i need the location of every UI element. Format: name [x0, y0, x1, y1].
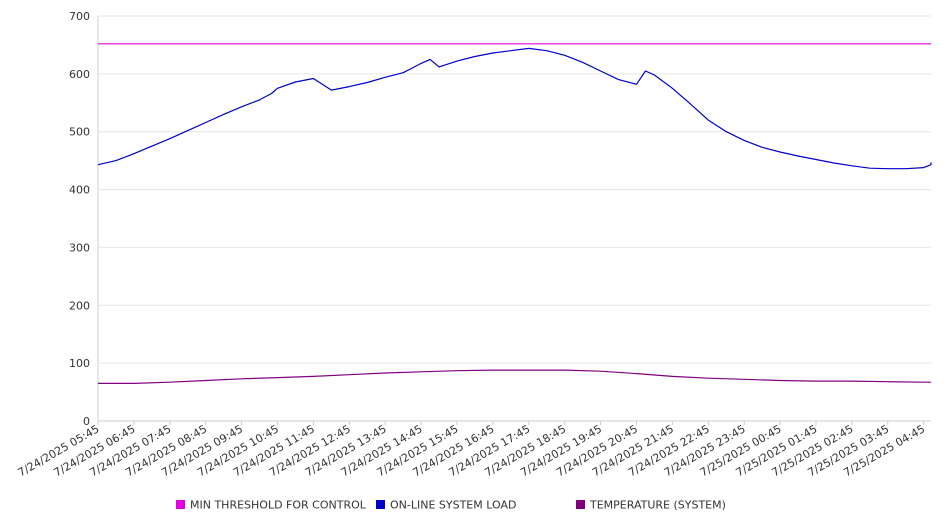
series-line-1	[97, 47, 932, 170]
legend-label: ON-LINE SYSTEM LOAD	[390, 499, 516, 512]
y-tick-labels: 0 100 200 300 400 500 600 700	[69, 10, 90, 428]
series-line-2	[98, 369, 931, 384]
y-tick-label: 700	[69, 10, 90, 23]
y-tick-label: 600	[69, 68, 90, 81]
legend-swatch	[176, 500, 185, 509]
y-tick-label: 300	[69, 241, 90, 254]
y-tick-label: 500	[69, 126, 90, 139]
x-tick-labels: 7/24/2025 05:457/24/2025 06:457/24/2025 …	[16, 422, 928, 479]
axes	[97, 16, 931, 425]
legend-swatch	[576, 500, 585, 509]
legend-label: MIN THRESHOLD FOR CONTROL	[190, 499, 367, 512]
legend-label: TEMPERATURE (SYSTEM)	[589, 499, 726, 512]
gridlines	[98, 15, 931, 364]
y-tick-label: 200	[69, 299, 90, 312]
legend-swatch	[376, 500, 385, 509]
y-tick-label: 400	[69, 184, 90, 197]
y-tick-label: 100	[69, 357, 90, 370]
series-lines	[97, 43, 932, 384]
legend: MIN THRESHOLD FOR CONTROL ON-LINE SYSTEM …	[176, 499, 726, 512]
y-tick-label: 0	[83, 415, 90, 428]
